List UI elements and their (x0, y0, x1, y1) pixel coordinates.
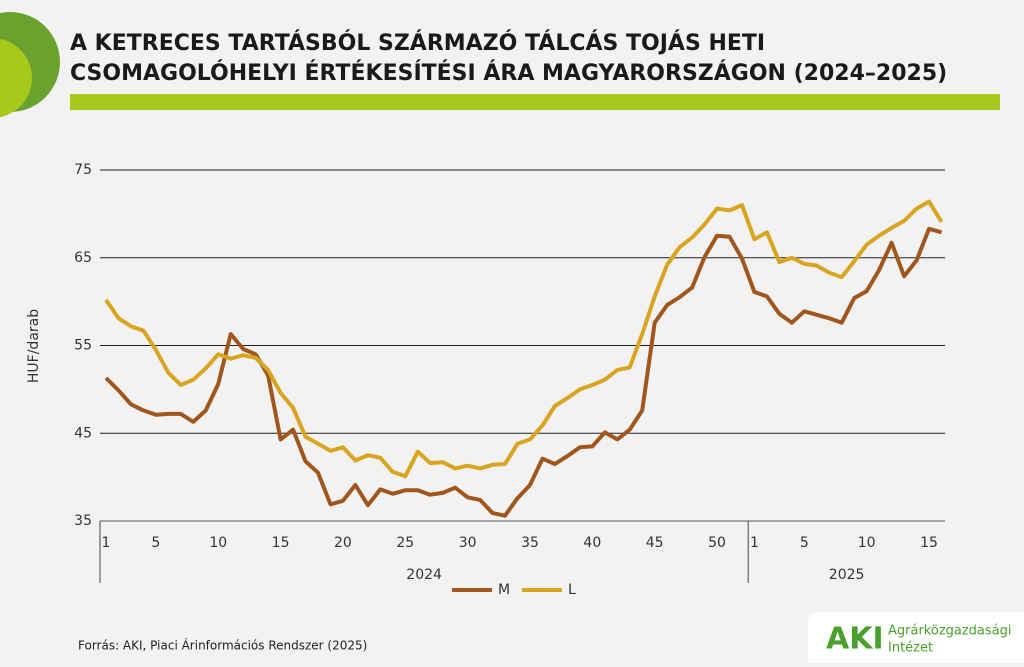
chart-title: CSOMAGOLÓHELYI ÉRTÉKESÍTÉSI ÁRA MAGYAROR… (70, 60, 947, 86)
x-tick-label: 5 (151, 535, 160, 551)
x-tick-label: 15 (920, 535, 938, 551)
y-tick-label: 75 (74, 162, 92, 178)
group-label: 2024 (406, 567, 442, 583)
y-tick-label: 65 (74, 250, 92, 266)
x-tick-label: 5 (800, 535, 809, 551)
title-bar (70, 94, 1000, 110)
x-tick-label: 45 (646, 535, 664, 551)
group-label: 2025 (829, 567, 865, 583)
logo-text: Intézet (888, 641, 933, 656)
x-tick-label: 35 (521, 535, 539, 551)
logo-mark: AKI (826, 622, 884, 657)
x-tick-label: 50 (708, 535, 726, 551)
y-tick-label: 35 (74, 513, 92, 529)
y-tick-label: 45 (74, 425, 92, 441)
x-tick-label: 1 (102, 535, 111, 551)
x-tick-label: 25 (396, 535, 414, 551)
legend-label: M (498, 582, 510, 598)
x-tick-label: 20 (334, 535, 352, 551)
line-series (104, 226, 943, 518)
y-tick-label: 55 (74, 338, 92, 354)
source: Forrás: AKI, Piaci Árinformációs Rendsze… (78, 638, 367, 653)
logo-box (808, 612, 1024, 667)
line-series (104, 199, 944, 479)
x-tick-label: 30 (459, 535, 477, 551)
logo-text: Agrárközgazdasági (888, 624, 1012, 639)
x-tick-label: 10 (209, 535, 227, 551)
y-axis-label: HUF/darab (26, 309, 42, 383)
legend-label: L (568, 582, 576, 598)
decor-circle (0, 38, 32, 118)
x-tick-label: 15 (272, 535, 290, 551)
x-tick-label: 10 (858, 535, 876, 551)
x-tick-label: 1 (750, 535, 759, 551)
x-tick-label: 40 (583, 535, 601, 551)
chart-title: A KETRECES TARTÁSBÓL SZÁRMAZÓ TÁLCÁS TOJ… (70, 30, 765, 56)
